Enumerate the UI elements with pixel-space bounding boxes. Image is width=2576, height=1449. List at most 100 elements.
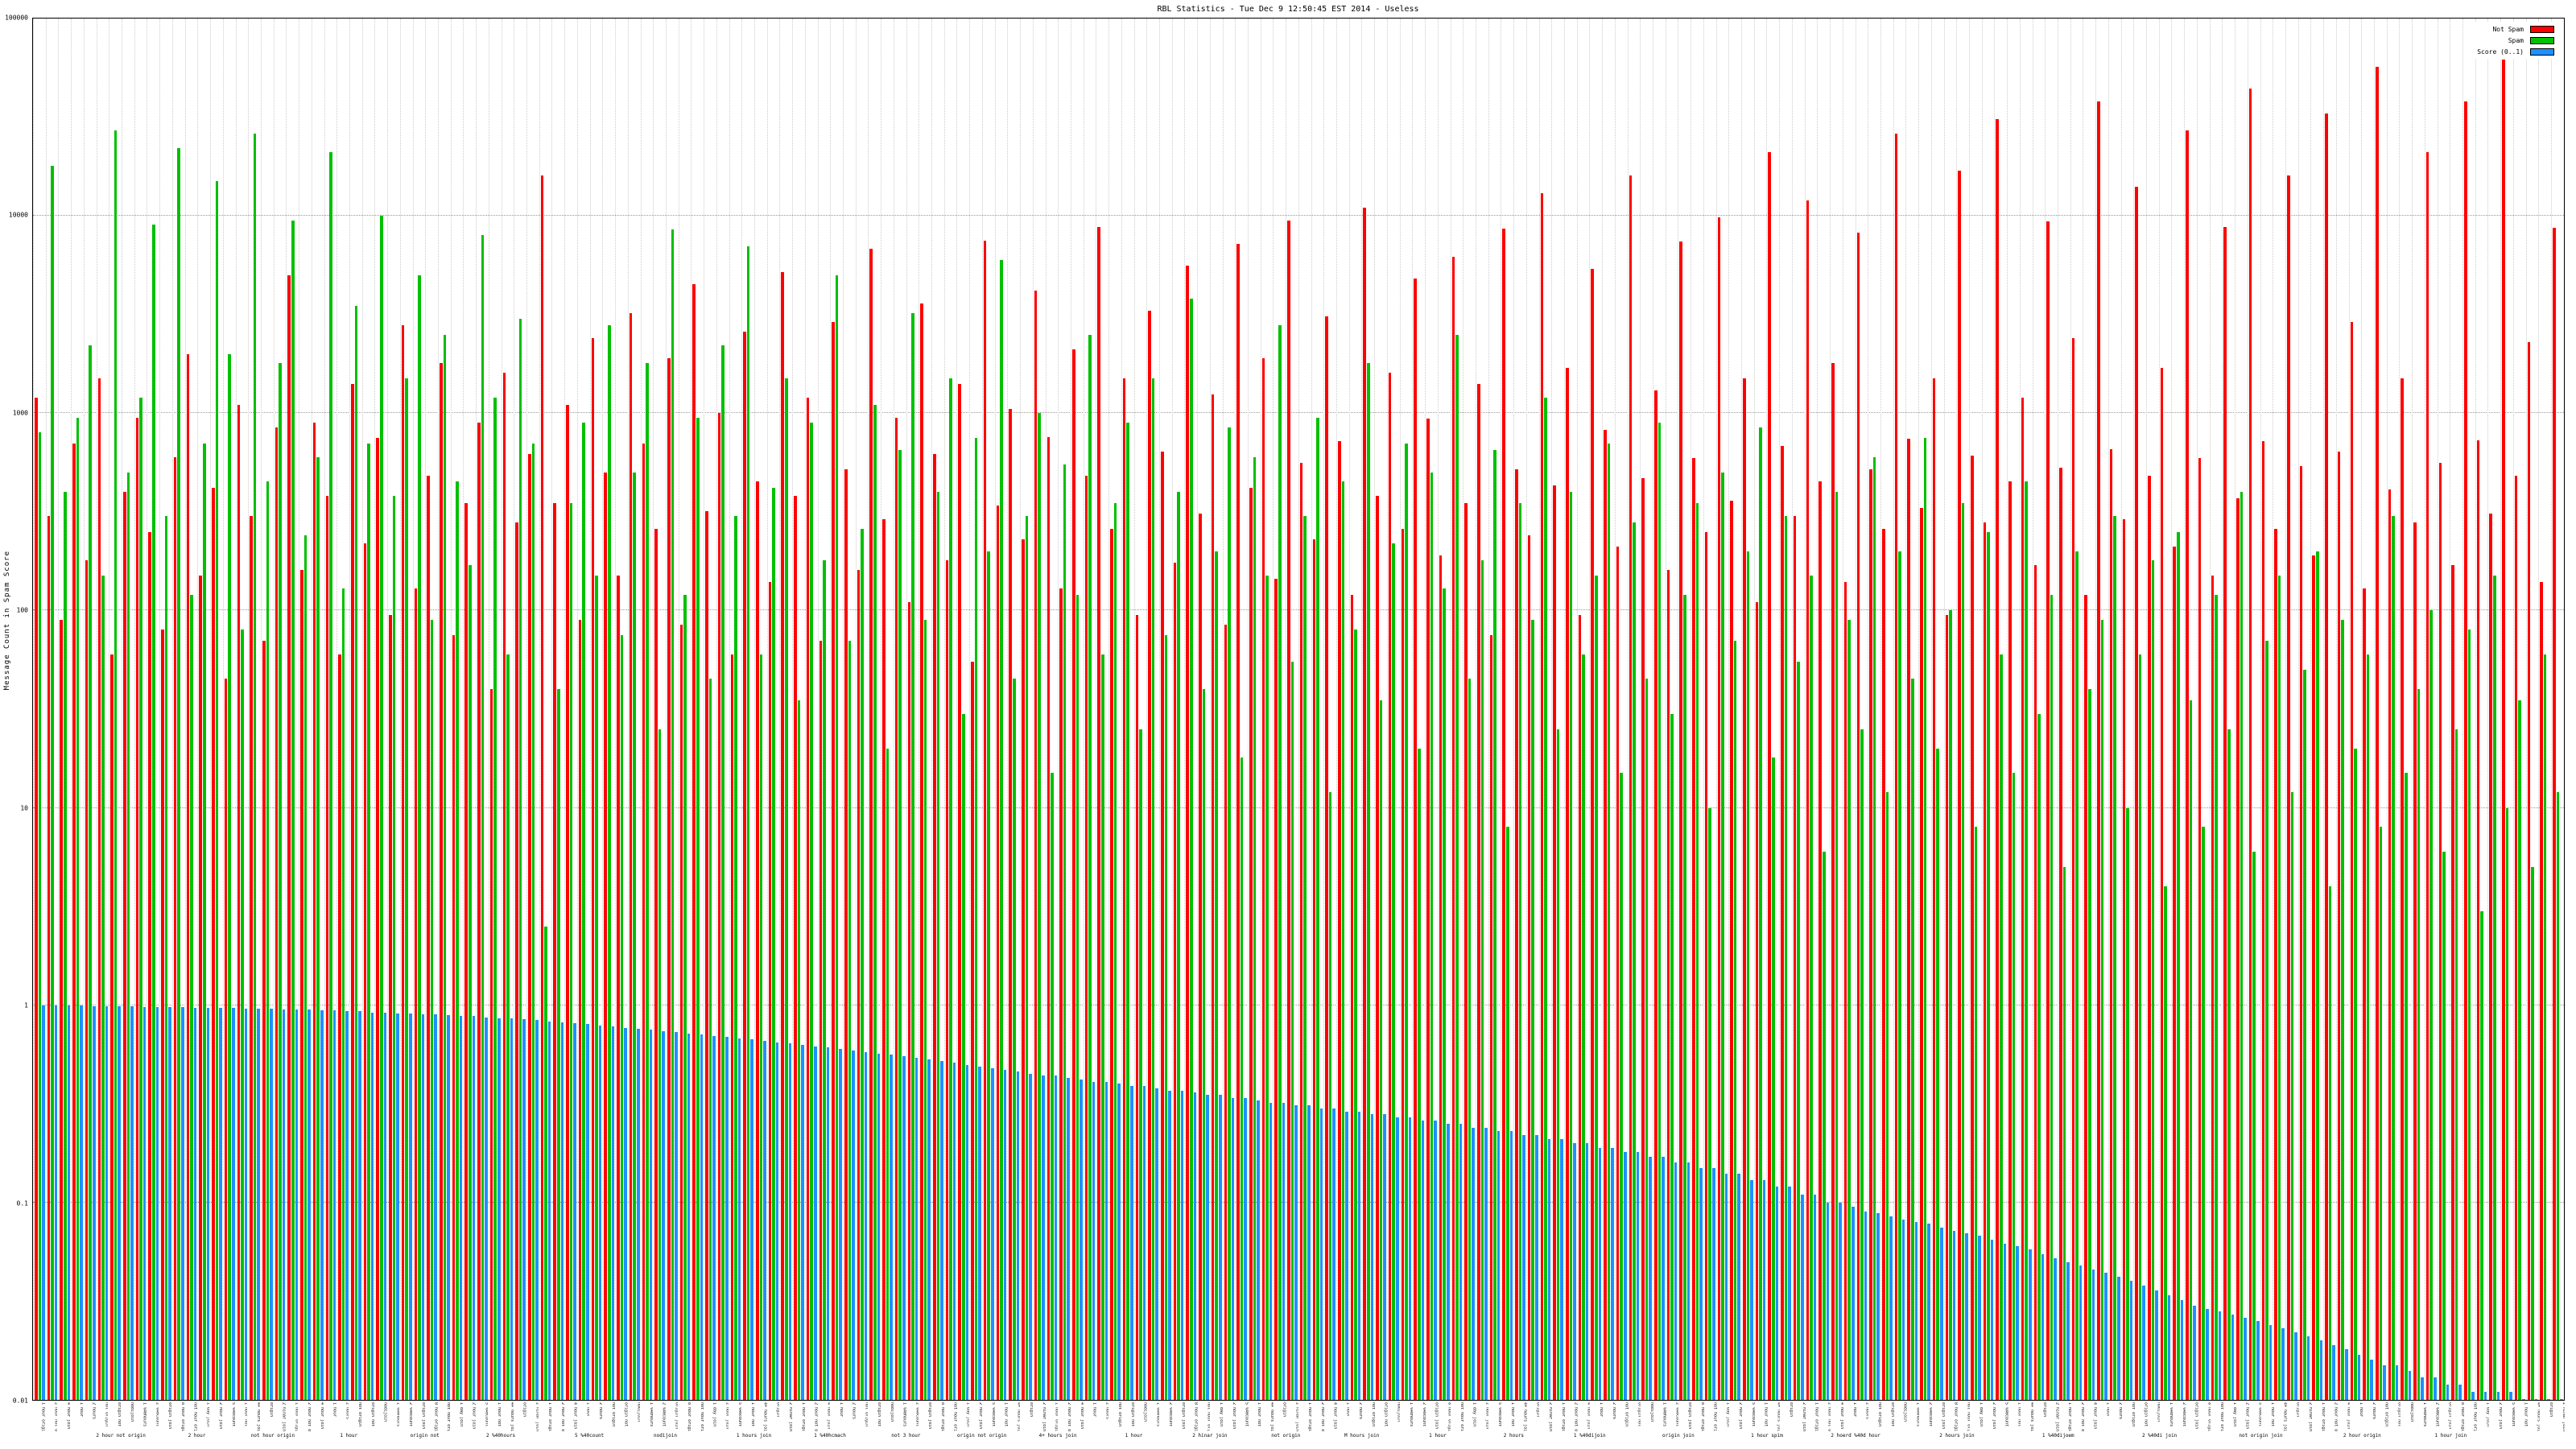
bar-score [1889,1216,1893,1400]
bar-score [1496,1131,1501,1400]
bar-spam [962,713,965,1400]
bar-group [2500,19,2513,1400]
x-tick-label: 2 hours [1104,1402,1109,1420]
bar-group [1893,19,1906,1400]
bar-not-spam [2261,441,2265,1400]
bar-score [2446,1384,2450,1400]
x-tick-label: 2 hours [851,1402,856,1420]
x-tick-label: 8 hour origin [1447,1402,1451,1431]
bar-score [2434,1377,2437,1400]
bar-score [1712,1167,1715,1400]
bar-score [1901,1220,1905,1400]
bar-spam [1405,444,1408,1400]
bar-score [2029,1249,2032,1400]
bar-score [168,1006,171,1400]
x-axis-annotation: 5 %40count [575,1433,605,1439]
bar-group [2450,19,2462,1400]
bar-group [1665,19,1678,1400]
bar-score [2117,1277,2120,1400]
bar-spam [1885,792,1889,1400]
bar-spam [1139,729,1142,1400]
bar-group [1640,19,1653,1400]
bar-spam [2202,827,2206,1400]
x-axis-annotation: 2 hours join [1939,1433,1975,1439]
x-tick-label: 1 hour [585,1402,590,1418]
bar-group [260,19,274,1400]
x-tick-label: 2 hours [2371,1402,2376,1420]
bar-spam [2354,748,2357,1400]
bar-group [1563,19,1577,1400]
bar-score [105,1005,109,1400]
bar-not-spam [617,576,620,1400]
x-tick-label: 2 hinar join [2308,1402,2313,1431]
bar-score [952,1063,956,1400]
bar-not-spam [1350,595,1354,1400]
bar-not-spam [2198,458,2202,1400]
bar-spam [2265,641,2268,1400]
bar-score [1598,1147,1602,1400]
bar-group [463,19,476,1400]
bar-spam [190,595,193,1400]
x-tick-label: not hour origin [192,1402,197,1431]
x-tick-label: 1 hour not [1509,1402,1514,1427]
bar-not-spam [97,378,101,1400]
bar-not-spam [199,576,202,1400]
x-axis-annotation: 2 %40di join [2141,1433,2178,1439]
bar-spam [1759,427,1762,1400]
bar-not-spam [894,417,898,1400]
bar-score [459,1016,463,1400]
bar-not-spam [1261,357,1265,1400]
bar-group [1525,19,1539,1400]
x-tick-label: origin [1789,1402,1794,1418]
x-axis-annotation: 2 %40hours [485,1433,516,1439]
bar-spam [152,225,155,1400]
bar-group [804,19,818,1400]
bar-group [1437,19,1451,1400]
bar-group [1399,19,1413,1400]
bar-spam [1556,729,1560,1400]
bar-not-spam [1755,602,1759,1400]
bar-score [1560,1138,1563,1400]
bar-group [222,19,236,1400]
x-tick-label: 2 %40count [914,1402,919,1427]
bar-not-spam [1363,208,1367,1400]
bar-not-spam [1236,244,1240,1400]
x-tick-label: origin not [117,1402,122,1427]
bar-score [1662,1157,1665,1400]
x-axis-annotation: 1 hours join [736,1433,772,1439]
bar-group [526,19,539,1400]
x-tick-label: 2 hour join [1484,1402,1489,1430]
bar-score [1686,1162,1690,1400]
x-tick-label: 1 %40hours [1915,1402,1920,1427]
bar-group [197,19,210,1400]
bar-group [450,19,464,1400]
x-tick-label: 2 %40count [661,1402,666,1427]
bar-group [1197,19,1210,1400]
x-tick-label: 1 hour not [1003,1402,1008,1427]
bar-score [1813,1194,1817,1400]
bar-group [1817,19,1830,1400]
bar-group [2361,19,2374,1400]
bar-not-spam [1211,394,1215,1400]
x-tick-label: 5 %40count [1497,1402,1502,1427]
x-tick-label: 1 hour not [2017,1402,2021,1427]
bar-group [71,19,84,1400]
x-tick-label: 5 %40count [2257,1402,2262,1427]
bar-group [576,19,590,1400]
bar-spam [633,473,636,1400]
bar-score [1421,1121,1425,1400]
x-tick-label: 2 hours [1611,1402,1616,1420]
x-tick-label: 2 %40count [2434,1402,2439,1427]
bar-spam [2215,595,2218,1400]
x-tick-label: origin [522,1402,526,1418]
bar-not-spam [1818,481,1822,1400]
bar-not-spam [123,491,126,1400]
bar-score [2180,1300,2184,1400]
bar-spam [1367,362,1370,1400]
bar-group [286,19,299,1400]
bar-not-spam [2109,448,2113,1400]
bar-group [1361,19,1374,1400]
x-tick-label: 1 hour [78,1402,83,1418]
bar-not-spam [2438,463,2442,1400]
bar-score [2066,1261,2070,1400]
